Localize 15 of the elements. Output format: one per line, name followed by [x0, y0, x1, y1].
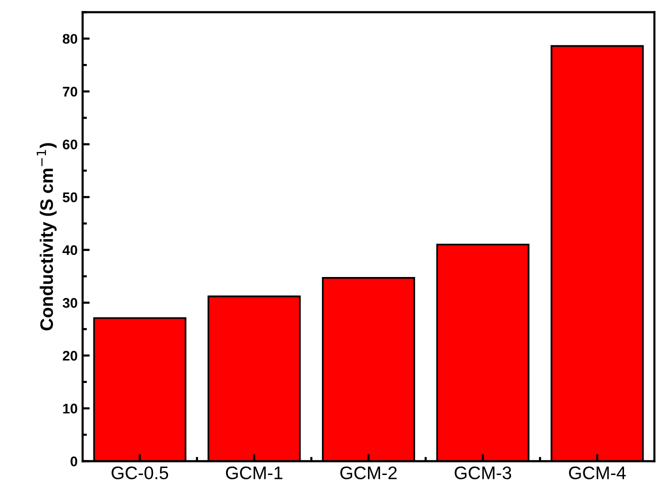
- y-tick-label: 0: [70, 456, 78, 466]
- y-tick-label: 10: [63, 404, 78, 414]
- y-tick-label: 60: [62, 140, 78, 150]
- x-tick-label: GCM-2: [340, 466, 397, 480]
- y-tick-label: 20: [62, 350, 78, 361]
- x-tick-label: GCM-3: [454, 466, 512, 480]
- y-tick-label: 50: [62, 192, 78, 202]
- x-tick-label: GC-0.5: [112, 466, 168, 480]
- x-tick-label: GCM-1: [226, 466, 282, 480]
- y-tick-label: 30: [62, 298, 78, 308]
- x-tick-label: GCM-4: [569, 466, 626, 480]
- y-tick-label: 70: [62, 86, 78, 97]
- y-tick-label: 40: [62, 245, 78, 256]
- y-axis-title: Conductivity (S cm$^{−1}$): [36, 143, 57, 330]
- y-tick-label: 80: [62, 34, 78, 44]
